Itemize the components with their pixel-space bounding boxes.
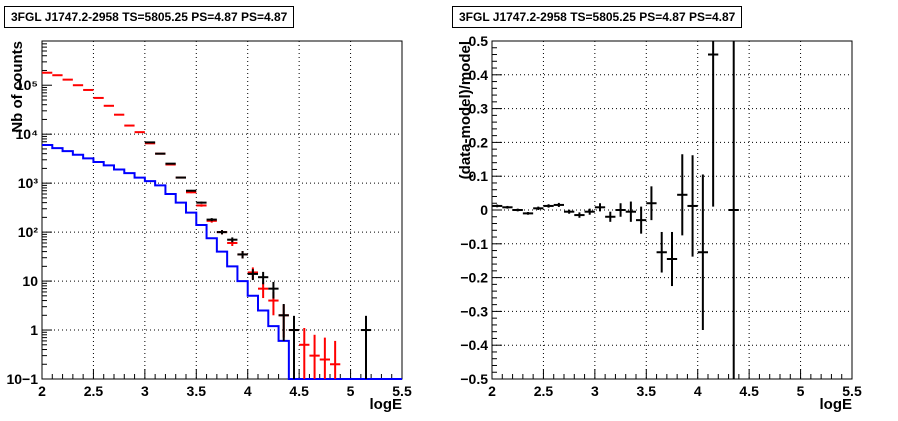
y-tick-label: 0 bbox=[480, 202, 488, 218]
residual-point bbox=[584, 208, 595, 215]
data-point bbox=[155, 152, 166, 155]
y-tick-label: −0.5 bbox=[460, 371, 488, 387]
data-point bbox=[227, 237, 238, 243]
residual-point bbox=[728, 41, 739, 379]
model-point bbox=[196, 204, 207, 207]
y-tick-label: 10³ bbox=[18, 175, 39, 191]
data-point bbox=[216, 230, 228, 235]
data-point bbox=[247, 269, 258, 281]
model-point bbox=[186, 191, 197, 194]
x-tick-label: 5.5 bbox=[392, 383, 412, 399]
x-tick-label: 4 bbox=[694, 383, 702, 399]
right-plot-title: 3FGL J1747.2-2958 TS=5805.25 PS=4.87 PS=… bbox=[452, 6, 743, 28]
data-point bbox=[175, 176, 186, 179]
y-tick-label: −0.4 bbox=[460, 337, 488, 353]
x-axis-label: logE bbox=[820, 396, 853, 413]
residual-point bbox=[697, 174, 708, 330]
y-tick-label: 10² bbox=[18, 224, 39, 240]
residual-point bbox=[625, 201, 636, 222]
residual-point bbox=[605, 211, 616, 222]
y-tick-label: 10⁴ bbox=[16, 126, 39, 142]
residual-point bbox=[646, 186, 657, 221]
model-point bbox=[299, 328, 310, 379]
left-plot-title: 3FGL J1747.2-2958 TS=5805.25 PS=4.87 PS=… bbox=[4, 6, 295, 28]
x-tick-label: 2 bbox=[38, 383, 46, 399]
x-tick-label: 3 bbox=[591, 383, 599, 399]
x-tick-label: 3.5 bbox=[637, 383, 657, 399]
data-point bbox=[360, 315, 372, 379]
residual-point bbox=[687, 155, 698, 257]
residual-point bbox=[615, 203, 626, 217]
y-tick-label: 0.3 bbox=[469, 101, 489, 117]
x-tick-label: 5.5 bbox=[842, 383, 862, 399]
x-tick-label: 5 bbox=[797, 383, 805, 399]
data-point bbox=[268, 281, 279, 299]
data-point bbox=[144, 141, 156, 144]
y-tick-label: −0.3 bbox=[460, 303, 488, 319]
residual-point bbox=[594, 203, 606, 212]
y-tick-label: 1 bbox=[30, 322, 38, 338]
model-point bbox=[309, 334, 320, 379]
y-tick-label: 0.1 bbox=[469, 168, 489, 184]
data-point bbox=[186, 189, 197, 192]
residual-point bbox=[708, 41, 719, 207]
data-point bbox=[206, 218, 217, 222]
residual-point bbox=[512, 208, 523, 212]
x-tick-label: 2.5 bbox=[534, 383, 554, 399]
x-tick-label: 4.5 bbox=[289, 383, 309, 399]
residual-point bbox=[564, 209, 575, 214]
y-tick-label: 0.2 bbox=[469, 134, 489, 150]
data-point bbox=[258, 271, 269, 285]
x-tick-label: 2 bbox=[488, 383, 496, 399]
data-point bbox=[165, 162, 176, 165]
x-tick-label: 4 bbox=[244, 383, 252, 399]
y-tick-label: 10⁵ bbox=[16, 77, 38, 93]
residual-point bbox=[543, 204, 554, 208]
data-point bbox=[196, 201, 207, 204]
model-point bbox=[330, 340, 341, 379]
y-tick-label: −0.2 bbox=[460, 270, 488, 286]
residual-point bbox=[636, 206, 647, 234]
residual-point bbox=[666, 231, 678, 287]
y-tick-label: 10 bbox=[22, 273, 38, 289]
plot-frame bbox=[41, 40, 403, 380]
y-tick-label: 0.4 bbox=[469, 67, 489, 83]
residual-point bbox=[492, 204, 503, 208]
y-axis-label: (data-model)/model bbox=[457, 41, 474, 179]
model-point bbox=[319, 337, 330, 379]
x-tick-label: 2.5 bbox=[84, 383, 104, 399]
x-tick-label: 3.5 bbox=[187, 383, 207, 399]
data-point bbox=[278, 304, 289, 341]
y-tick-label: 0.5 bbox=[469, 33, 489, 49]
residual-point bbox=[677, 154, 688, 236]
residual-point bbox=[656, 231, 667, 273]
y-tick-label: −0.1 bbox=[460, 236, 488, 252]
x-tick-label: 4.5 bbox=[739, 383, 759, 399]
y-tick-label: 10−1 bbox=[6, 371, 38, 387]
x-tick-label: 3 bbox=[141, 383, 149, 399]
data-point bbox=[237, 251, 248, 259]
residual-point bbox=[522, 212, 534, 215]
residual-point bbox=[574, 212, 585, 218]
model-histogram-line bbox=[42, 144, 402, 380]
model-point bbox=[258, 282, 269, 299]
residual-point bbox=[553, 202, 564, 207]
y-axis-label: Nb of counts bbox=[9, 41, 26, 133]
data-point bbox=[288, 315, 300, 379]
x-tick-label: 5 bbox=[347, 383, 355, 399]
residual-point bbox=[502, 205, 513, 209]
x-axis-label: logE bbox=[370, 396, 403, 413]
residual-point bbox=[533, 206, 544, 210]
